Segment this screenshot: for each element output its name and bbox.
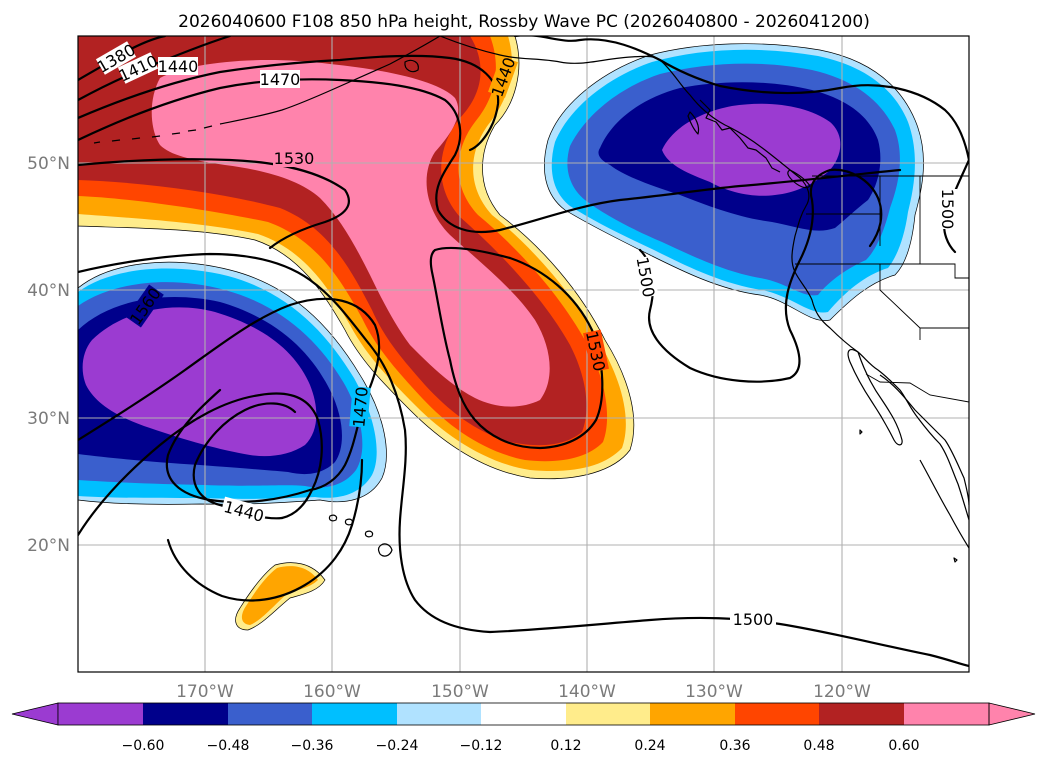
baja-california [847, 349, 903, 446]
contour-1470-south [165, 388, 312, 504]
colorbar-segment [397, 703, 481, 725]
height-contours [78, 36, 969, 668]
colorbar-outline [57, 702, 990, 726]
colorbar-extend-low [11, 702, 59, 726]
latitude-labels: 50°N 40°N 30°N 20°N [27, 154, 70, 556]
west-fill-0.60 [82, 307, 317, 457]
contour-1530-south [429, 246, 604, 450]
map-frame [77, 35, 970, 673]
lon-label-160w: 160°W [303, 682, 361, 702]
chart-title: 2026040600 F108 850 hPa height, Rossby W… [178, 12, 870, 32]
lon-label-120w: 120°W [813, 682, 871, 702]
contour-1500-center [78, 252, 969, 668]
hawaii-big-island [377, 543, 393, 557]
negative-west-anomaly [78, 261, 387, 505]
colorbar-tick-labels: −0.60 −0.48 −0.36 −0.24 −0.12 0.12 0.24 … [122, 738, 920, 754]
colorbar-segment [58, 703, 143, 725]
vancouver-island [787, 169, 811, 189]
colorbar-tick-label: 0.48 [803, 738, 834, 754]
lat-label-40n: 40°N [27, 281, 70, 301]
bc-fjords [699, 99, 781, 173]
political-borders [795, 175, 969, 403]
contour-1440-west [78, 392, 323, 537]
negative-east-anomaly [544, 43, 924, 321]
contour-1500-loop [638, 168, 883, 383]
state-border-ca-nv [879, 264, 921, 340]
contour-1470-north [78, 78, 902, 234]
us-mexico-border [865, 373, 969, 403]
contour-label: 1470 [349, 386, 371, 428]
contour-1440-north [78, 54, 500, 152]
contour-1500-south-loop [166, 458, 364, 602]
colorbar-tick-label: 0.12 [550, 738, 581, 754]
colorbar-extend-high [988, 702, 1036, 726]
contour-label: 1530 [274, 149, 315, 168]
kodiak-island [404, 59, 419, 73]
lat-label-20n: 20°N [27, 536, 70, 556]
ridge-fill-0.60 [151, 60, 550, 407]
hawaii-kauai [328, 514, 338, 522]
lon-label-130w: 130°W [685, 682, 743, 702]
colorbar-segment [312, 703, 397, 725]
small-island-2 [953, 557, 958, 563]
colorbar-segment [566, 703, 650, 725]
colorbar-segment [228, 703, 312, 725]
mexico-coast [879, 374, 969, 506]
contour-1500-east [513, 36, 969, 162]
contour-1470-west [78, 297, 381, 492]
colorbar-tick-label: −0.24 [376, 738, 419, 754]
positive-ridge-anomaly [78, 36, 635, 480]
colorbar-segment [735, 703, 819, 725]
contour-label: 1500 [938, 189, 957, 230]
aleutian-islands [93, 125, 213, 144]
hawaii-maui [364, 530, 374, 538]
colorbar-tick-label: −0.12 [460, 738, 503, 754]
na-west-coast [659, 59, 969, 521]
small-island [859, 429, 863, 435]
haida-gwaii [687, 111, 700, 135]
lat-label-30n: 30°N [27, 409, 70, 429]
contour-label: 1440 [158, 57, 199, 76]
colorbar: −0.60 −0.48 −0.36 −0.24 −0.12 0.12 0.24 … [11, 702, 1036, 754]
longitude-labels: 170°W 160°W 150°W 140°W 130°W 120°W [176, 682, 871, 702]
graticule [78, 36, 969, 672]
colorbar-tick-label: −0.48 [207, 738, 250, 754]
colorbar-segment [143, 703, 228, 725]
lon-label-140w: 140°W [558, 682, 616, 702]
colorbar-tick-label: 0.24 [634, 738, 665, 754]
contour-label: 1500 [733, 610, 774, 629]
colorbar-tick-label: −0.36 [291, 738, 334, 754]
state-border-or-ca [795, 263, 969, 279]
lon-label-170w: 170°W [176, 682, 234, 702]
colorbar-tick-label: 0.36 [719, 738, 750, 754]
colorbar-segment [819, 703, 904, 725]
contour-1530 [78, 158, 350, 250]
colorbar-tick-label: 0.60 [888, 738, 919, 754]
lat-label-50n: 50°N [27, 154, 70, 174]
colorbar-tick-label: −0.60 [122, 738, 165, 754]
colorbar-segment [904, 703, 989, 725]
contour-label: 1470 [260, 70, 301, 89]
anomaly-fills: 1380 1410 1440 1470 1530 1440 1500 1530 … [78, 36, 969, 672]
lon-label-150w: 150°W [431, 682, 489, 702]
mexico-lower-coast [919, 459, 969, 549]
colorbar-segment [481, 703, 566, 725]
colorbar-segment [650, 703, 735, 725]
alaska-coast [439, 36, 661, 64]
